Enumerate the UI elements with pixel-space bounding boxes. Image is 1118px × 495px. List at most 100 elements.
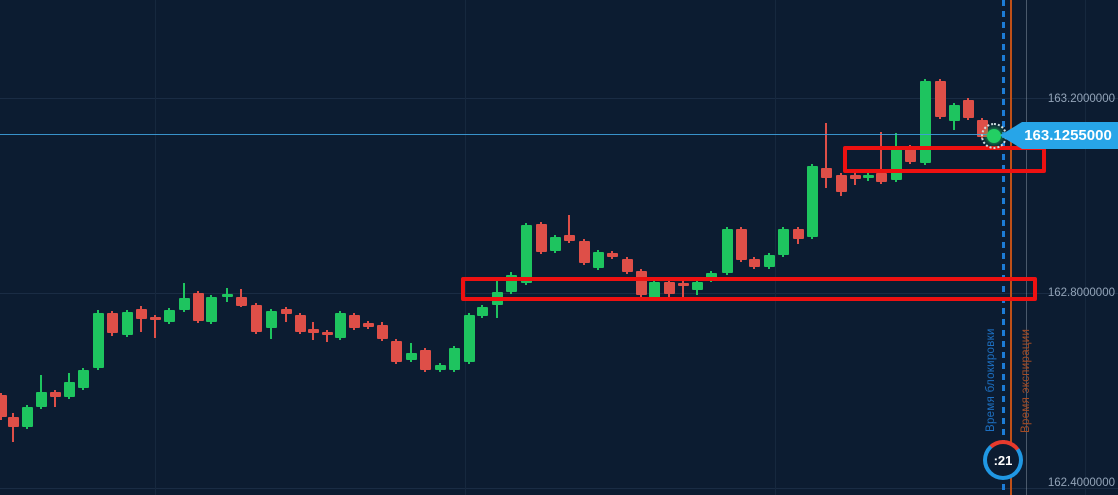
expiration-time-label: Время экспирации: [1020, 328, 1032, 433]
candle: [21, 407, 33, 427]
candle: [904, 147, 916, 162]
candle: [390, 341, 402, 362]
candle: [835, 175, 847, 192]
candle: [476, 307, 488, 316]
candle: [705, 273, 717, 280]
candle: [635, 271, 647, 295]
candle: [221, 294, 233, 297]
candle: [806, 166, 818, 237]
candle-wick: [54, 390, 56, 407]
candle-wick: [12, 413, 14, 442]
lock-time-label: Время блокировки: [985, 328, 997, 432]
h-gridline: [0, 98, 1118, 99]
countdown-timer[interactable]: :21: [983, 440, 1023, 480]
candle: [777, 229, 789, 255]
candle: [621, 259, 633, 272]
candle: [92, 313, 104, 368]
candle-wick: [410, 343, 412, 362]
candle: [535, 224, 547, 252]
candle: [677, 283, 689, 286]
candle: [348, 315, 360, 328]
candle: [121, 312, 133, 335]
candle: [434, 365, 446, 370]
candle: [419, 350, 431, 370]
candle: [192, 293, 204, 321]
v-gridline: [775, 0, 776, 495]
candle: [178, 298, 190, 310]
candle: [549, 237, 561, 251]
candle-wick: [183, 283, 185, 312]
v-gridline: [155, 0, 156, 495]
candle: [63, 382, 75, 397]
candle: [405, 353, 417, 360]
current-time-line: [1026, 0, 1027, 495]
candle-wick: [854, 173, 856, 185]
h-gridline: [0, 293, 1118, 294]
candle: [962, 100, 974, 118]
candle-wick: [682, 281, 684, 300]
drawn-zone-rectangle[interactable]: [843, 146, 1046, 173]
candle: [919, 81, 931, 163]
candle: [792, 229, 804, 239]
countdown-timer-value: :21: [993, 452, 1013, 468]
candle: [149, 317, 161, 320]
candle: [334, 313, 346, 338]
candle: [606, 253, 618, 257]
candle: [106, 313, 118, 333]
candle: [721, 229, 733, 273]
candle: [77, 370, 89, 388]
candle-wick: [326, 330, 328, 342]
candle: [135, 309, 147, 319]
candle: [520, 225, 532, 283]
countdown-timer-face: :21: [987, 444, 1019, 476]
h-gridline: [0, 488, 1118, 489]
candle: [205, 297, 217, 322]
candle: [163, 310, 175, 322]
candle: [376, 325, 388, 339]
candle: [235, 297, 247, 306]
current-price-line: [0, 134, 1008, 135]
candle: [890, 146, 902, 180]
candle: [748, 259, 760, 267]
candle-wick: [140, 306, 142, 332]
candle: [875, 173, 887, 182]
candle-wick: [285, 307, 287, 322]
v-gridline: [465, 0, 466, 495]
candle: [563, 235, 575, 241]
y-axis-label-162.8: 162.8000000: [1047, 287, 1115, 299]
candle: [691, 282, 703, 290]
candle: [948, 105, 960, 121]
candle-wick: [568, 215, 570, 243]
candle: [820, 168, 832, 178]
candle: [35, 392, 47, 407]
candle: [862, 175, 874, 178]
v-gridline: [1085, 0, 1086, 495]
drawn-zone-rectangle[interactable]: [461, 277, 1037, 301]
candle: [294, 315, 306, 332]
y-axis-label-163.2: 163.2000000: [1047, 93, 1115, 105]
candle: [265, 311, 277, 328]
candle-wick: [825, 123, 827, 188]
lock-line: [1002, 0, 1005, 495]
candle: [663, 282, 675, 294]
candle: [321, 332, 333, 335]
candle: [250, 305, 262, 332]
candle: [463, 315, 475, 362]
candle: [849, 175, 861, 179]
candle: [362, 323, 374, 327]
candle: [0, 395, 7, 417]
expiry-line: [1010, 0, 1012, 495]
y-axis-label-162.4: 162.4000000: [1047, 477, 1115, 489]
candle: [648, 282, 660, 298]
candle-wick: [880, 132, 882, 184]
candle: [735, 229, 747, 260]
current-price-badge: 163.1255000: [1000, 122, 1118, 149]
candle: [934, 81, 946, 117]
candle: [280, 309, 292, 314]
current-price-dot-icon: [987, 129, 1001, 143]
candle: [763, 255, 775, 267]
